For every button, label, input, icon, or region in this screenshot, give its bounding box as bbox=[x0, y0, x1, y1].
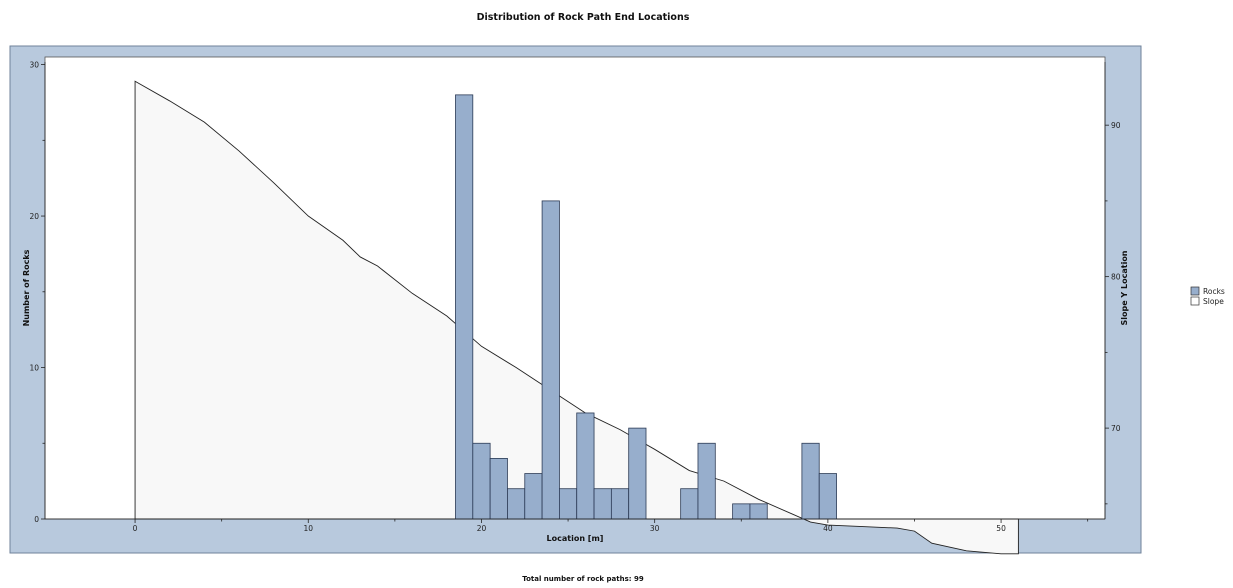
x-tick-label: 10 bbox=[303, 524, 313, 533]
bar-rocks bbox=[489, 458, 508, 520]
y2-axis-label: Slope Y Location bbox=[1120, 250, 1129, 325]
y2-tick-label: 70 bbox=[1111, 424, 1121, 433]
bar-rocks bbox=[507, 488, 526, 520]
bar-rocks bbox=[680, 488, 699, 520]
legend-swatch-slope bbox=[1190, 296, 1200, 306]
bar-rocks bbox=[749, 503, 768, 520]
bar-rocks bbox=[455, 94, 474, 520]
legend-label-slope: Slope bbox=[1203, 297, 1224, 306]
y2-tick-label: 90 bbox=[1111, 121, 1121, 130]
y-tick-label: 10 bbox=[29, 364, 39, 373]
slope-area bbox=[134, 80, 1019, 555]
y2-ticks: 70 80 90 bbox=[1105, 121, 1121, 505]
legend-label-rocks: Rocks bbox=[1203, 287, 1225, 296]
y-tick-label: 0 bbox=[34, 515, 39, 524]
y-tick-label: 20 bbox=[29, 212, 39, 221]
y-axis-label: Number of Rocks bbox=[22, 249, 31, 326]
footer-total-paths: Total number of rock paths: 99 bbox=[522, 575, 644, 583]
bar-rocks bbox=[628, 427, 647, 520]
bar-rocks bbox=[732, 503, 751, 520]
x-tick-label: 50 bbox=[996, 524, 1006, 533]
y-tick-label: 30 bbox=[29, 61, 39, 70]
x-ticks: 0 10 20 30 40 50 bbox=[133, 519, 1089, 533]
bar-rocks bbox=[559, 488, 578, 520]
x-tick-label: 40 bbox=[823, 524, 833, 533]
y2-tick-label: 80 bbox=[1111, 273, 1121, 282]
x-tick-label: 30 bbox=[650, 524, 660, 533]
bar-rocks bbox=[801, 442, 820, 520]
legend-swatch-rocks bbox=[1190, 286, 1200, 296]
bar-rocks bbox=[818, 473, 837, 520]
bar-rocks bbox=[576, 412, 595, 520]
x-axis-label: Location [m] bbox=[547, 534, 604, 543]
bar-rocks bbox=[472, 442, 491, 520]
chart-title: Distribution of Rock Path End Locations bbox=[477, 12, 690, 23]
legend: Rocks Slope bbox=[1190, 286, 1225, 306]
bar-rocks bbox=[593, 488, 612, 520]
x-tick-label: 20 bbox=[477, 524, 487, 533]
bars-layer bbox=[455, 94, 837, 520]
slope-layer bbox=[134, 80, 1019, 555]
bar-rocks bbox=[697, 442, 716, 520]
x-tick-label: 0 bbox=[133, 524, 138, 533]
bar-rocks bbox=[524, 473, 543, 520]
y-ticks: 0 10 20 30 bbox=[29, 61, 45, 524]
bar-rocks bbox=[610, 488, 630, 520]
bar-rocks bbox=[541, 200, 560, 520]
